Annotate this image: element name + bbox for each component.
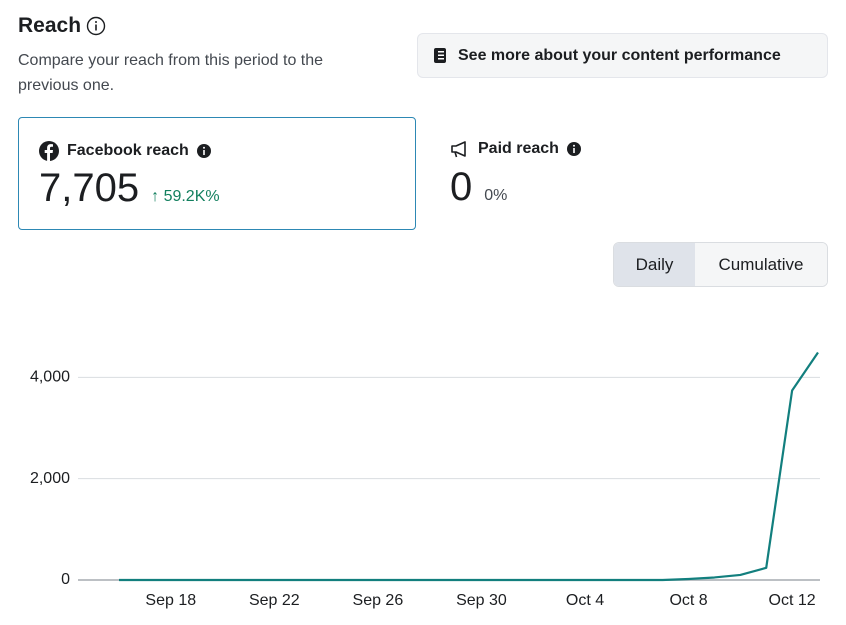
subtitle: Compare your reach from this period to t…	[18, 52, 324, 94]
title-row: Reach	[18, 14, 106, 38]
card-label-row: Facebook reach	[39, 141, 211, 161]
y-tick-label: 2,000	[30, 470, 70, 487]
x-tick-label: Oct 4	[566, 592, 604, 609]
card-label: Facebook reach	[67, 142, 189, 159]
megaphone-icon	[451, 141, 466, 158]
facebook-reach-card[interactable]: Facebook reach 7,705 ↑ 59.2K%	[18, 117, 416, 230]
x-tick-label: Sep 30	[456, 592, 507, 609]
content-performance-button[interactable]: See more about your content performance	[417, 33, 828, 78]
button-label: See more about your content performance	[458, 46, 781, 64]
y-tick-label: 0	[61, 571, 70, 588]
card-label-row: Paid reach	[450, 140, 581, 158]
info-icon[interactable]	[566, 142, 581, 156]
view-toggle: Daily Cumulative	[613, 242, 828, 287]
x-tick-label: Sep 22	[249, 592, 300, 609]
chart: 0 2,000 4,000 Sep 18 Sep 22 Sep 26 Sep 30 Oct 4…	[30, 351, 820, 609]
book-icon	[434, 48, 446, 63]
info-icon[interactable]	[196, 144, 211, 158]
card-value: 0	[450, 165, 473, 209]
card-value-row: 7,705 ↑ 59.2K%	[39, 166, 220, 211]
x-tick-label: Sep 18	[145, 592, 196, 609]
toggle-option[interactable]: Cumulative	[695, 243, 827, 286]
title: Reach	[18, 14, 82, 37]
card-value-row: 0 0%	[450, 165, 507, 210]
info-icon[interactable]	[86, 16, 106, 36]
card-value: 7,705	[39, 166, 140, 210]
toggle-option[interactable]: Daily	[614, 243, 695, 286]
x-tick-label: Oct 12	[769, 592, 816, 609]
line	[119, 351, 819, 582]
x-tick-label: Oct 8	[669, 592, 707, 609]
facebook-icon	[39, 141, 59, 161]
card-label: Paid reach	[478, 140, 559, 157]
card-change: 0%	[484, 187, 508, 204]
change-row: ↑ 59.2K%	[151, 188, 220, 205]
card-change: 59.2K%	[163, 188, 220, 205]
paid-reach-card[interactable]: Paid reach 0 0%	[430, 117, 828, 230]
x-tick-label: Sep 26	[353, 592, 404, 609]
y-tick-label: 4,000	[30, 369, 70, 386]
